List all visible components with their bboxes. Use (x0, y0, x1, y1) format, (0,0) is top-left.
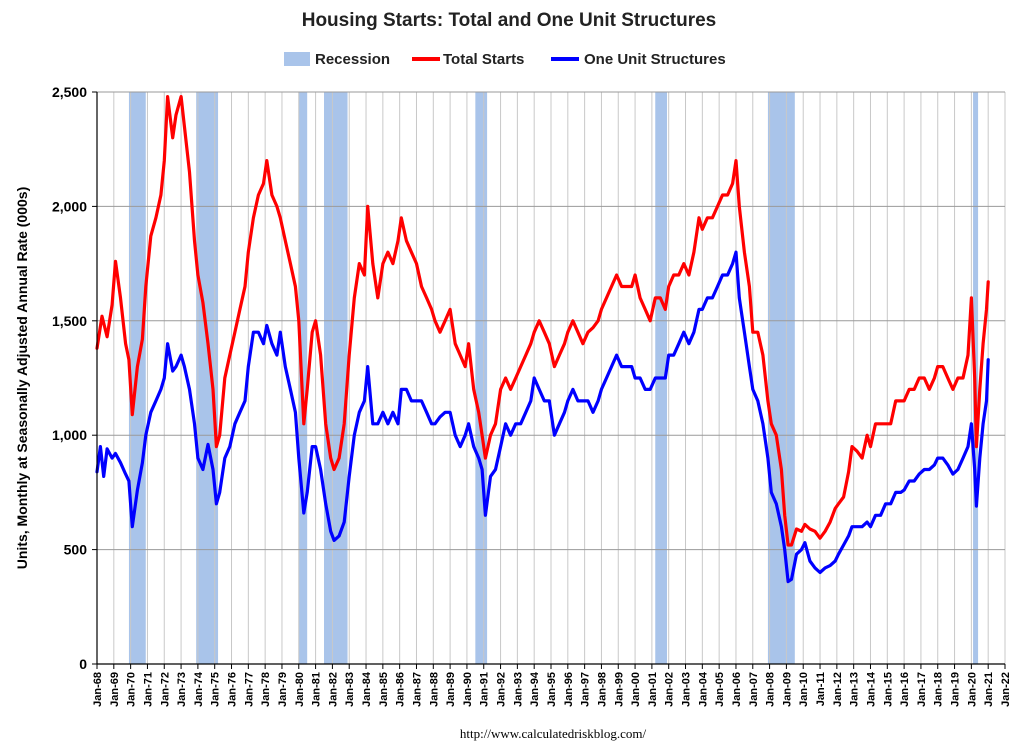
x-tick-label-46: Jan-13 (849, 672, 861, 707)
y-tick-label-3: 1,000 (52, 427, 87, 443)
y-tick-label-2: 500 (64, 542, 88, 558)
x-tick-label-29: Jan-96 (563, 672, 575, 707)
legend-label-recession: Recession (315, 51, 390, 68)
x-tick-label-49: Jan-16 (899, 672, 911, 707)
x-tick-label-9: Jan-76 (227, 672, 239, 707)
recession-band-7 (767, 92, 795, 664)
x-tick-label-32: Jan-99 (613, 672, 625, 707)
x-tick-label-27: Jan-94 (529, 671, 541, 707)
x-tick-label-50: Jan-17 (916, 672, 928, 707)
x-tick-label-31: Jan-98 (596, 672, 608, 707)
x-tick-label-44: Jan-11 (815, 672, 827, 706)
x-tick-label-16: Jan-83 (344, 672, 356, 707)
x-tick-label-42: Jan-09 (781, 672, 793, 707)
x-tick-label-40: Jan-07 (748, 672, 760, 707)
x-tick-label-45: Jan-12 (832, 672, 844, 707)
x-tick-label-34: Jan-01 (647, 672, 659, 707)
x-tick-label-19: Jan-86 (395, 672, 407, 707)
x-tick-label-51: Jan-18 (933, 672, 945, 707)
axes (92, 91, 1006, 669)
x-tick-label-28: Jan-95 (546, 672, 558, 707)
x-tick-label-8: Jan-75 (210, 672, 222, 707)
x-tick-label-33: Jan-00 (630, 672, 642, 707)
x-tick-label-12: Jan-79 (277, 672, 289, 707)
x-tick-label-36: Jan-03 (681, 672, 693, 707)
x-tick-label-52: Jan-19 (950, 672, 962, 707)
y-tick-label-6: 2,500 (52, 84, 87, 100)
x-tick-label-14: Jan-81 (311, 672, 323, 707)
x-tick-label-3: Jan-70 (126, 672, 138, 707)
x-tick-label-4: Jan-71 (142, 672, 154, 707)
legend-label-one-unit: One Unit Structures (584, 51, 726, 68)
x-tick-label-55: Jan-22 (1000, 672, 1012, 707)
recession-band-2 (196, 92, 219, 664)
x-tick-label-54: Jan-21 (983, 672, 995, 707)
x-tick-label-26: Jan-93 (512, 672, 524, 707)
x-tick-label-35: Jan-02 (664, 672, 676, 707)
x-tick-label-7: Jan-74 (193, 671, 205, 707)
series-lines (95, 95, 990, 584)
x-tick-label-18: Jan-85 (378, 672, 390, 707)
legend: Recession Total Starts One Unit Structur… (284, 51, 726, 68)
y-tick-labels: 0 500 1,000 1,500 2,000 2,500 (52, 84, 87, 672)
x-tick-label-25: Jan-92 (496, 672, 508, 707)
y-axis-label: Units, Monthly at Seasonally Adjusted An… (14, 187, 30, 569)
x-tick-label-48: Jan-15 (882, 672, 894, 707)
x-tick-label-21: Jan-88 (428, 672, 440, 707)
recession-band-5 (475, 92, 488, 664)
total-starts-line (95, 95, 990, 547)
x-tick-label-11: Jan-78 (260, 672, 272, 707)
x-tick-label-17: Jan-84 (361, 671, 373, 707)
recession-band-4 (324, 92, 348, 664)
source-url: http://www.calculatedriskblog.com/ (460, 726, 647, 741)
x-tick-label-30: Jan-97 (580, 672, 592, 707)
chart-title: Housing Starts: Total and One Unit Struc… (302, 10, 717, 31)
x-tick-label-43: Jan-10 (798, 672, 810, 707)
legend-label-total-starts: Total Starts (443, 51, 524, 68)
legend-swatch-recession (284, 52, 310, 66)
y-tick-label-4: 1,500 (52, 313, 87, 329)
x-tick-label-41: Jan-08 (765, 672, 777, 707)
x-tick-labels: Jan-68 Jan-69 Jan-70 Jan-71 Jan-72 Jan-73 Jan-… (92, 671, 1012, 707)
x-tick-label-39: Jan-06 (731, 672, 743, 707)
x-tick-label-15: Jan-82 (327, 672, 339, 707)
x-tick-label-2: Jan-69 (109, 672, 121, 707)
x-tick-label-53: Jan-20 (966, 672, 978, 707)
x-tick-label-13: Jan-80 (294, 672, 306, 707)
x-tick-label-38: Jan-05 (714, 672, 726, 707)
x-tick-label-10: Jan-77 (243, 672, 255, 707)
y-tick-label-5: 2,000 (52, 198, 87, 214)
x-tick-label-20: Jan-87 (412, 672, 424, 707)
x-tick-label-37: Jan-04 (697, 671, 709, 707)
x-tick-label-6: Jan-73 (176, 672, 188, 707)
one-unit-structures-line (95, 250, 990, 584)
x-tick-label-1: Jan-68 (92, 672, 104, 707)
x-tick-label-22: Jan-89 (445, 672, 457, 707)
y-tick-label-1: 0 (79, 656, 87, 672)
x-tick-label-47: Jan-14 (866, 671, 878, 707)
x-tick-label-5: Jan-72 (159, 672, 171, 707)
x-tick-label-23: Jan-90 (462, 672, 474, 707)
x-tick-label-24: Jan-91 (479, 672, 491, 707)
